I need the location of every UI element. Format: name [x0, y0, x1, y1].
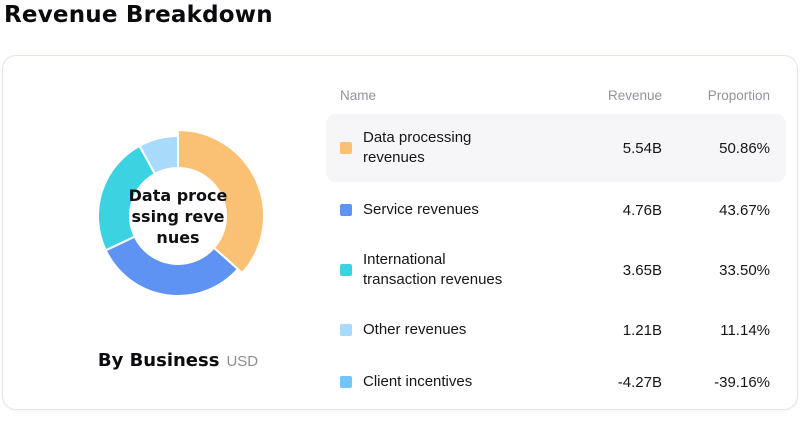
donut-chart[interactable]	[68, 106, 288, 326]
chart-caption-unit: USD	[226, 353, 259, 370]
table-body: Data processing revenues 5.54B 50.86% Se…	[326, 114, 786, 406]
row-name-cell: Other revenues	[340, 320, 567, 340]
donut-slice[interactable]	[104, 235, 239, 297]
revenue-breakdown-card: Data proce ssing reve nues By Business US…	[2, 55, 798, 410]
row-name-cell: International transaction revenues	[340, 250, 567, 290]
column-header-proportion: Proportion	[707, 87, 770, 103]
row-proportion: 33.50%	[719, 261, 770, 279]
row-name: Other revenues	[363, 321, 467, 338]
column-header-name: Name	[340, 87, 377, 103]
row-revenue: 4.76B	[622, 201, 662, 219]
table-row[interactable]: Client incentives -4.27B -39.16%	[326, 358, 786, 406]
chart-caption-title: By Business	[97, 350, 220, 371]
row-proportion: -39.16%	[714, 373, 770, 391]
row-name: Data processing revenues	[363, 129, 472, 166]
row-name: Service revenues	[363, 201, 479, 218]
table-row[interactable]: Service revenues 4.76B 43.67%	[326, 182, 786, 238]
row-revenue: 5.54B	[622, 139, 662, 157]
row-name-cell: Data processing revenues	[340, 128, 567, 168]
row-proportion: 11.14%	[720, 321, 770, 339]
series-color-swatch	[340, 324, 352, 336]
series-color-swatch	[340, 204, 352, 216]
row-revenue: 1.21B	[622, 321, 662, 339]
row-proportion: 50.86%	[719, 139, 770, 157]
row-proportion: 43.67%	[719, 201, 770, 219]
donut-chart-area: Data proce ssing reve nues	[68, 106, 288, 326]
donut-slice[interactable]	[97, 144, 156, 252]
row-name-cell: Service revenues	[340, 200, 567, 220]
series-color-swatch	[340, 376, 352, 388]
donut-slice[interactable]	[177, 129, 265, 275]
series-color-swatch	[340, 142, 352, 154]
chart-caption: By Business USD	[48, 350, 308, 371]
table-row[interactable]: Data processing revenues 5.54B 50.86%	[326, 114, 786, 182]
row-revenue: 3.65B	[622, 261, 662, 279]
table-row[interactable]: International transaction revenues 3.65B…	[326, 238, 786, 302]
column-header-revenue: Revenue	[607, 87, 662, 103]
row-revenue: -4.27B	[617, 373, 662, 391]
revenue-table: Name Revenue Proportion Data processing …	[326, 80, 786, 406]
series-color-swatch	[340, 264, 352, 276]
page-title: Revenue Breakdown	[4, 2, 273, 28]
donut-slice[interactable]	[138, 135, 179, 175]
row-name: International transaction revenues	[363, 251, 503, 288]
table-row[interactable]: Other revenues 1.21B 11.14%	[326, 302, 786, 358]
row-name: Client incentives	[363, 373, 473, 390]
table-header: Name Revenue Proportion	[326, 80, 786, 110]
row-name-cell: Client incentives	[340, 372, 567, 392]
